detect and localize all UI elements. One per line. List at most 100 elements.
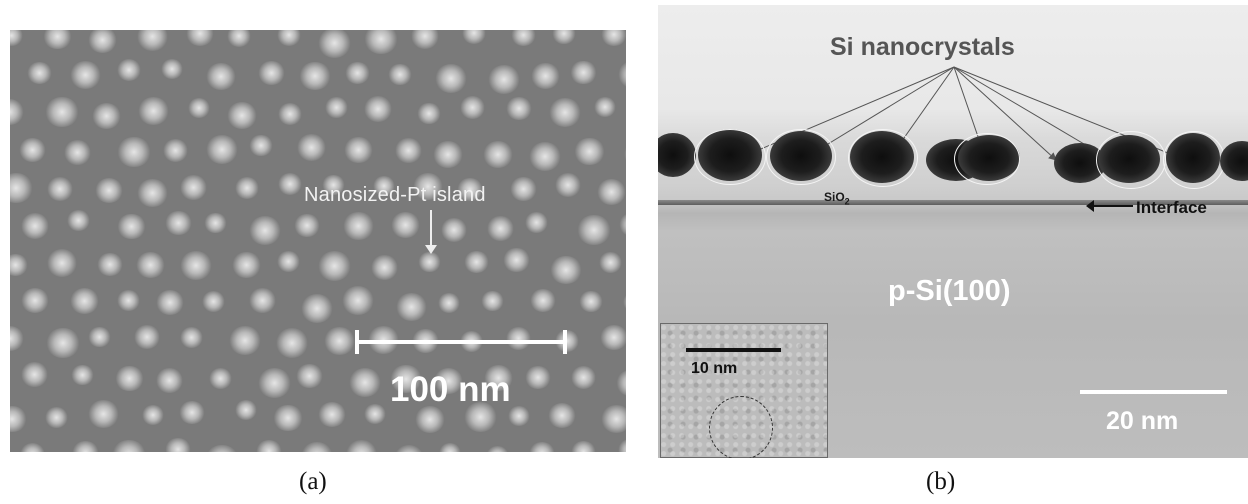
pt-island xyxy=(88,400,120,428)
pt-island xyxy=(318,402,346,427)
sem-image-panel: Nanosized-Pt island 100 nm xyxy=(10,30,626,452)
pt-island xyxy=(618,61,626,89)
pt-island xyxy=(232,252,261,278)
pt-island xyxy=(505,327,531,350)
pt-island xyxy=(300,293,334,323)
pt-island xyxy=(550,255,583,285)
pt-island xyxy=(180,251,213,280)
caption-a: (a) xyxy=(299,468,327,495)
pt-island xyxy=(275,328,309,358)
pt-island xyxy=(202,290,226,312)
pt-island xyxy=(623,141,626,167)
pt-island xyxy=(370,255,398,281)
pt-island xyxy=(457,177,483,201)
pt-island xyxy=(229,326,261,356)
pt-island xyxy=(301,442,333,452)
pt-island xyxy=(571,440,597,452)
pt-island xyxy=(112,440,146,452)
pt-island xyxy=(44,406,69,428)
pt-island xyxy=(69,287,99,314)
pt-island xyxy=(597,179,626,206)
pt-island xyxy=(461,30,486,44)
pt-island xyxy=(505,96,533,121)
pt-island xyxy=(10,98,25,125)
pt-island xyxy=(257,60,285,86)
pt-island xyxy=(322,174,345,195)
pt-island xyxy=(482,141,514,169)
pointer-line xyxy=(809,66,955,156)
inset-scale-bar xyxy=(686,348,781,352)
nanocrystal-outline xyxy=(694,129,766,185)
pt-island xyxy=(10,405,27,433)
tem-image-panel: Si nanocrystals SiO2 Interface p-Si(100) xyxy=(658,5,1248,458)
scale-bar-b-label: 20 nm xyxy=(1106,407,1179,435)
pt-island xyxy=(577,214,611,245)
pt-island xyxy=(510,176,537,201)
pt-island xyxy=(483,364,514,392)
pt-island xyxy=(414,405,445,433)
pt-island xyxy=(64,140,92,165)
pt-island xyxy=(46,328,80,359)
pt-island xyxy=(570,60,597,85)
nanocrystal-outline xyxy=(1163,131,1225,189)
pt-island xyxy=(372,176,396,197)
interface-line xyxy=(658,200,1248,205)
pt-island xyxy=(46,177,74,202)
pt-island xyxy=(71,440,99,452)
pt-island xyxy=(574,137,605,166)
pt-island xyxy=(618,212,626,237)
pt-island xyxy=(594,97,617,118)
pt-island xyxy=(156,289,184,315)
pt-island xyxy=(117,213,147,240)
pt-island xyxy=(209,368,232,389)
pt-island xyxy=(325,97,348,118)
pt-island xyxy=(433,368,463,395)
scale-bar-a xyxy=(355,330,567,354)
pt-island xyxy=(297,134,327,161)
pt-island xyxy=(549,98,581,127)
pt-island xyxy=(204,213,227,234)
pt-island xyxy=(388,63,412,86)
nanocrystal-outline xyxy=(848,129,918,187)
pt-island xyxy=(248,288,277,313)
pt-island xyxy=(343,211,375,240)
pt-island xyxy=(485,445,510,452)
pt-island xyxy=(600,404,626,433)
pt-island xyxy=(599,252,622,273)
interface-label: Interface xyxy=(1136,198,1207,217)
si-nanocrystals-title: Si nanocrystals xyxy=(830,33,1015,61)
pt-island xyxy=(70,61,102,90)
pt-island xyxy=(524,211,549,233)
pt-island xyxy=(10,326,24,352)
pt-island xyxy=(579,290,604,313)
pt-island xyxy=(412,173,443,201)
pt-island xyxy=(114,365,144,392)
pt-island xyxy=(19,443,46,452)
pt-island xyxy=(528,141,562,172)
pt-island-label: Nanosized-Pt island xyxy=(304,184,486,206)
pt-island xyxy=(91,102,121,130)
pt-island xyxy=(294,214,320,238)
pt-island xyxy=(600,30,626,47)
hrtem-inset: 10 nm xyxy=(660,323,828,458)
pt-island xyxy=(530,288,556,312)
pt-island xyxy=(134,325,161,349)
pt-island xyxy=(206,63,236,91)
pt-island xyxy=(296,364,323,389)
pt-island xyxy=(277,173,303,196)
pt-island xyxy=(96,252,123,277)
pt-island xyxy=(234,177,259,199)
pt-island xyxy=(349,367,382,397)
pt-island xyxy=(345,440,378,452)
pt-island xyxy=(179,401,205,425)
pt-island xyxy=(20,213,49,239)
pt-island xyxy=(524,365,552,390)
pt-island xyxy=(10,172,34,203)
pt-island xyxy=(622,291,626,312)
sio2-subscript: 2 xyxy=(844,196,850,207)
pt-island xyxy=(10,30,24,46)
pt-island xyxy=(390,211,421,239)
pt-island xyxy=(463,250,489,274)
inset-nanocrystal-outline xyxy=(709,396,773,458)
pt-island xyxy=(440,217,468,242)
